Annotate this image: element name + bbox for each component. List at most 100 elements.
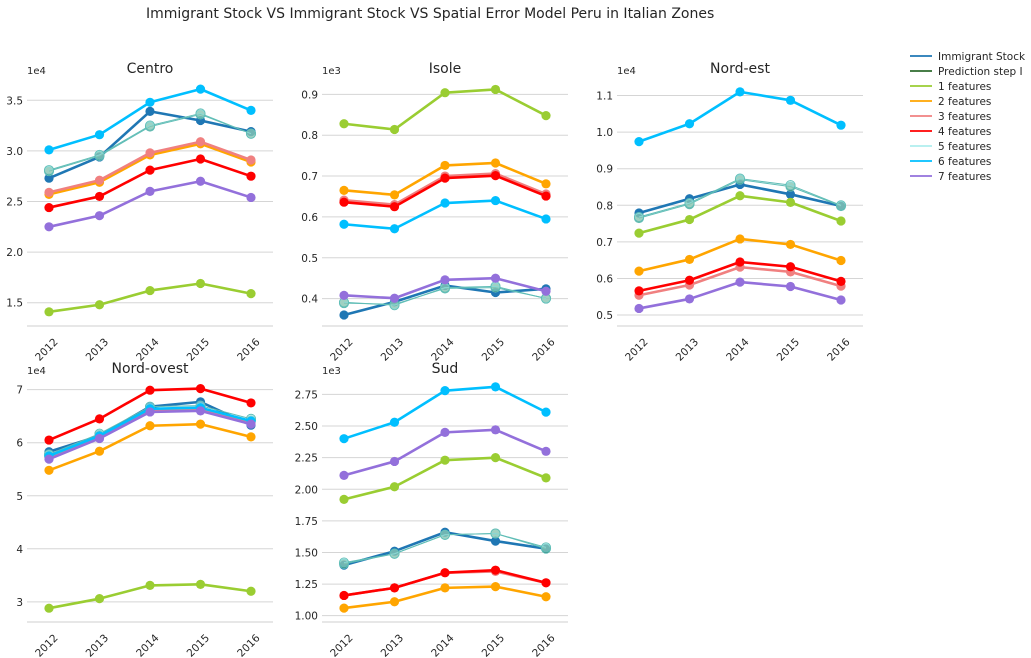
- series-2-features: [634, 234, 846, 276]
- data-point: [541, 473, 551, 483]
- data-point: [440, 173, 450, 183]
- data-point: [44, 145, 54, 155]
- data-point: [44, 454, 54, 464]
- x-tick-label: 2012: [328, 336, 355, 363]
- data-point: [94, 191, 105, 202]
- data-point: [440, 198, 450, 208]
- data-point: [389, 224, 400, 234]
- legend: Immigrant Stock Prediction step I 1 featur…: [910, 51, 1026, 183]
- data-point: [541, 110, 551, 121]
- data-point: [735, 87, 745, 97]
- legend-item: 4 features: [910, 126, 991, 138]
- data-point: [145, 421, 155, 431]
- data-point: [785, 262, 796, 272]
- data-point: [195, 579, 206, 589]
- data-point: [490, 536, 501, 546]
- series-7-features: [634, 277, 846, 314]
- series-line: [48, 409, 252, 461]
- y-tick-label: 0.4: [301, 294, 318, 306]
- legend-item: Immigrant Stock: [910, 51, 1026, 63]
- legend-label: 4 features: [938, 126, 991, 138]
- data-point: [246, 105, 256, 115]
- data-point: [195, 384, 206, 394]
- legend-item: 7 features: [910, 171, 991, 183]
- data-point: [541, 179, 551, 189]
- subplot-title: Isole: [429, 61, 462, 77]
- data-point: [44, 173, 54, 183]
- y-tick-label: 3: [16, 597, 23, 609]
- x-tick-label: 2016: [530, 632, 558, 658]
- data-point: [144, 120, 156, 131]
- series-1-features: [44, 278, 256, 317]
- data-point: [785, 197, 796, 207]
- data-point: [94, 446, 105, 456]
- data-point: [634, 266, 644, 276]
- data-point: [44, 603, 54, 613]
- series-5-features: [338, 281, 552, 311]
- series-line: [638, 194, 842, 235]
- series-5-features: [633, 173, 847, 223]
- data-point: [195, 108, 206, 119]
- data-point: [785, 180, 796, 191]
- data-point: [490, 158, 501, 168]
- data-point: [634, 286, 644, 296]
- data-point: [440, 88, 450, 98]
- legend-item: 2 features: [910, 96, 991, 108]
- y-tick-label: 2.50: [295, 421, 318, 433]
- data-point: [440, 386, 450, 396]
- series-4-features: [339, 565, 551, 601]
- y-tick-label: 2.5: [6, 196, 23, 208]
- series-1-features: [339, 84, 551, 135]
- data-point: [541, 446, 551, 456]
- data-point: [246, 192, 256, 203]
- data-point: [389, 190, 400, 200]
- x-tick-label: 2012: [328, 632, 355, 658]
- data-point: [94, 594, 105, 604]
- data-point: [44, 435, 54, 445]
- legend-label: 1 features: [938, 81, 991, 93]
- data-point: [195, 176, 206, 186]
- legend-label: Immigrant Stock: [938, 51, 1026, 63]
- data-point: [490, 582, 501, 592]
- data-point: [94, 175, 105, 185]
- legend-item: Prediction step I: [910, 66, 1023, 78]
- subplot-nord-est: 0.5 0.6 0.7 0.8 0.9 1.0 1.1 1e4 Nord-est 2012 2013…: [596, 61, 863, 364]
- data-point: [836, 255, 846, 266]
- x-tick-label: 2015: [480, 336, 507, 363]
- data-point: [440, 275, 450, 285]
- data-point: [339, 470, 349, 480]
- x-tick-label: 2016: [825, 336, 853, 364]
- legend-label: Prediction step I: [938, 66, 1023, 78]
- series-6-features: [339, 195, 551, 234]
- y-tick-label: 0.9: [596, 164, 613, 176]
- data-point: [339, 185, 349, 195]
- subplot-title: Nord-ovest: [112, 361, 190, 377]
- data-point: [836, 120, 846, 130]
- series-2-features: [339, 582, 551, 613]
- data-point: [490, 281, 501, 292]
- y-tick-label: 1.1: [596, 91, 613, 103]
- x-tick-label: 2015: [775, 336, 802, 363]
- data-point: [246, 289, 256, 299]
- figure-title: Immigrant Stock VS Immigrant Stock VS Sp…: [146, 6, 714, 22]
- y-tick-label: 1.5: [6, 298, 23, 310]
- data-point: [246, 171, 256, 181]
- series-7-features: [44, 406, 256, 464]
- data-point: [389, 548, 400, 559]
- series-7-features: [44, 176, 256, 232]
- series-7-features: [339, 425, 551, 480]
- data-point: [94, 300, 105, 310]
- data-point: [684, 198, 695, 209]
- data-point: [145, 285, 155, 296]
- data-point: [339, 434, 349, 444]
- y-tick-label: 7: [16, 385, 23, 397]
- data-point: [490, 171, 501, 181]
- series-1-features: [634, 191, 846, 238]
- subplot-isole: 0.4 0.5 0.6 0.7 0.8 0.9 1e3 Isole 2012 2013 2014 20…: [301, 61, 568, 364]
- series-1-features: [339, 453, 551, 504]
- data-point: [44, 307, 54, 317]
- data-point: [245, 128, 257, 139]
- legend-label: 2 features: [938, 96, 991, 108]
- legend-label: 6 features: [938, 156, 991, 168]
